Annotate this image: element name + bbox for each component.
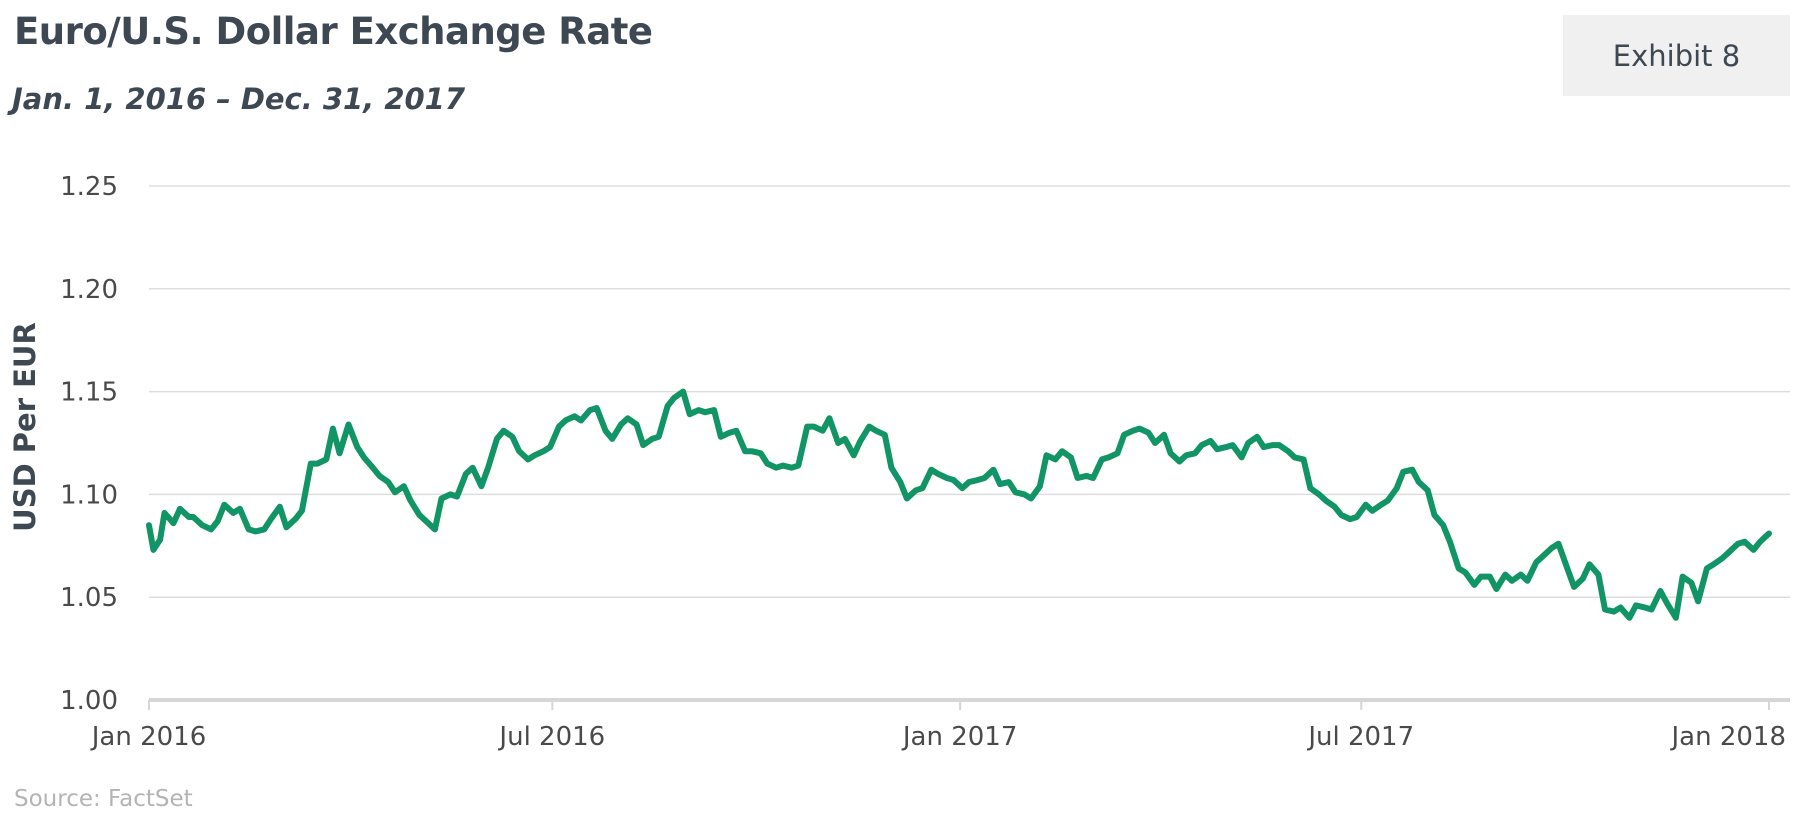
y-axis-title: USD Per EUR [8,322,42,532]
y-tick-label: 1.15 [60,378,118,408]
series-group [146,388,1772,621]
series-line-0 [146,388,1772,621]
y-tick-label: 1.05 [60,583,118,613]
x-axis-ticks: Jan 2016 Jul 2016 Jan 2017 Jul 2017 Jan 2018 [90,700,1786,752]
source-note: Source: FactSet [14,786,193,812]
y-tick-label: 1.25 [60,172,118,202]
y-tick-label: 1.20 [60,275,118,305]
x-tick-label: Jan 2018 [1669,722,1786,752]
chart-subtitle: Jan. 1, 2016 – Dec. 31, 2017 [12,82,466,116]
y-tick-label: 1.00 [60,686,118,716]
exhibit-label: Exhibit 8 [1612,38,1741,73]
exhibit-badge: Exhibit 8 [1563,15,1790,96]
y-axis-ticks: 1.00 1.05 1.10 1.15 1.20 1.25 [60,172,118,716]
y-tick-label: 1.10 [60,480,118,510]
x-tick-label: Jan 2016 [90,722,207,752]
chart-title: Euro/U.S. Dollar Exchange Rate [14,10,653,53]
x-tick-label: Jul 2016 [497,722,605,752]
grid-lines [149,185,1790,702]
x-tick-label: Jul 2017 [1306,722,1414,752]
x-tick-label: Jan 2017 [901,722,1018,752]
